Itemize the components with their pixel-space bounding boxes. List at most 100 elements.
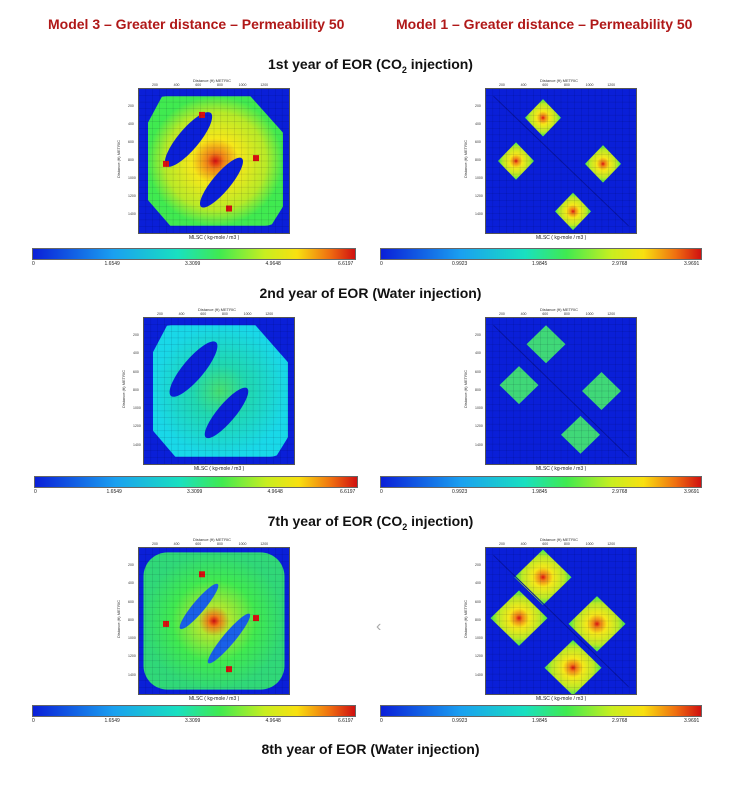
simulation-grid [485, 317, 637, 465]
colorbar [32, 248, 356, 260]
x-axis-label: MLSC ( kg-mole / m3 ) [536, 466, 587, 472]
x-tick-label: 1000 [238, 542, 247, 546]
plume [514, 549, 572, 605]
colorbar-tick-label: 1.9845 [532, 718, 548, 724]
x-tick-label: 600 [195, 83, 202, 87]
plume [585, 145, 621, 183]
y-tick-label: 1200 [133, 424, 141, 429]
colorbar-tick-label: 0 [380, 261, 383, 267]
x-tick-label: 200 [499, 83, 505, 87]
colorbar [32, 705, 356, 717]
y-tick-label: 200 [128, 104, 134, 108]
chevron-left-icon[interactable]: ‹ [376, 618, 382, 635]
colorbar-tick-label: 1.6549 [106, 489, 122, 495]
colorbar-tick-label: 3.3099 [185, 718, 201, 724]
colorbar-tick-label: 4.9648 [267, 489, 283, 495]
x-tick-label: 400 [520, 542, 527, 546]
y-tick-label: 200 [128, 563, 134, 567]
y-tick-label: 600 [128, 599, 134, 604]
top-axis-label: Distance (ft) METRIC [198, 307, 237, 312]
plume [544, 639, 602, 694]
y-tick-label: 1000 [128, 176, 136, 180]
x-tick-label: 1200 [607, 83, 616, 87]
top-axis-label: Distance (ft) METRIC [540, 537, 579, 542]
colorbar-tick-label: 0 [380, 489, 383, 495]
side-axis-label: Distance (ft) METRIC [463, 599, 468, 638]
x-tick-label: 200 [157, 312, 163, 316]
x-tick-label: 1000 [585, 83, 594, 87]
colorbar-tick-label: 2.9768 [612, 718, 628, 724]
y-tick-label: 1400 [475, 672, 483, 677]
top-axis-label: Distance (ft) METRIC [193, 78, 232, 83]
x-tick-label: 600 [542, 542, 549, 546]
y-tick-label: 1200 [475, 424, 483, 429]
column-title-model3: Model 3 – Greater distance – Permeabilit… [48, 16, 345, 32]
x-tick-label: 1200 [265, 312, 274, 316]
x-tick-label: 800 [564, 83, 570, 87]
y-tick-label: 200 [475, 563, 481, 567]
plume [525, 99, 561, 137]
row-title-year1: 1st year of EOR (CO2 injection) [268, 56, 473, 75]
y-tick-label: 1200 [128, 654, 136, 659]
x-tick-label: 1200 [607, 312, 616, 316]
colorbar-tick-label: 0 [380, 718, 383, 724]
x-tick-label: 200 [499, 312, 505, 316]
colorbar-tick-label: 3.9691 [684, 261, 700, 267]
y-tick-label: 400 [133, 351, 139, 356]
colorbar-tick-label: 0 [32, 718, 35, 724]
x-tick-label: 800 [217, 83, 223, 87]
top-axis-label: Distance (ft) METRIC [540, 78, 579, 83]
colorbar [380, 476, 702, 488]
y-tick-label: 400 [475, 581, 481, 586]
x-tick-label: 600 [195, 542, 202, 546]
x-axis-label: MLSC ( kg-mole / m3 ) [536, 235, 587, 241]
column-title-model1: Model 1 – Greater distance – Permeabilit… [396, 16, 693, 32]
y-tick-label: 1400 [128, 212, 136, 216]
y-tick-label: 1000 [133, 406, 141, 411]
colorbar-tick-label: 6.6197 [338, 261, 354, 267]
plume [555, 192, 591, 231]
colorbar [380, 705, 702, 717]
x-tick-label: 400 [178, 312, 185, 316]
simulation-grid [138, 88, 290, 234]
colorbar-tick-label: 0 [34, 489, 37, 495]
colorbar-tick-label: 1.6549 [104, 261, 120, 267]
x-tick-label: 800 [564, 542, 570, 546]
simulation-grid [143, 317, 295, 465]
y-tick-label: 600 [475, 369, 481, 374]
y-tick-label: 1000 [475, 406, 483, 411]
colorbar-tick-label: 1.9845 [532, 489, 548, 495]
y-tick-label: 800 [133, 387, 139, 392]
top-axis-label: Distance (ft) METRIC [540, 307, 579, 312]
colorbar-tick-label: 0.9923 [452, 261, 468, 267]
y-tick-label: 400 [128, 122, 134, 126]
y-tick-label: 1000 [128, 636, 136, 641]
colorbar-tick-label: 2.9768 [612, 489, 628, 495]
side-axis-label: Distance (ft) METRIC [463, 369, 468, 408]
y-tick-label: 800 [128, 617, 134, 622]
side-axis-label: Distance (ft) METRIC [121, 369, 126, 408]
y-tick-label: 200 [475, 333, 481, 337]
plume [582, 372, 621, 410]
y-tick-label: 1400 [133, 442, 141, 447]
row-title-year8: 8th year of EOR (Water injection) [261, 741, 480, 757]
row-title-year2: 2nd year of EOR (Water injection) [259, 285, 482, 301]
x-tick-label: 1000 [585, 542, 594, 546]
x-tick-label: 400 [520, 83, 527, 87]
x-axis-label: MLSC ( kg-mole / m3 ) [189, 696, 240, 702]
plume [498, 142, 534, 180]
plume [568, 596, 626, 652]
y-tick-label: 200 [133, 333, 139, 337]
colorbar-tick-label: 0.9923 [452, 489, 468, 495]
x-axis-label: MLSC ( kg-mole / m3 ) [194, 466, 245, 472]
x-tick-label: 800 [222, 312, 228, 316]
y-tick-label: 1400 [128, 672, 136, 677]
x-tick-label: 400 [173, 83, 180, 87]
plume [490, 590, 548, 646]
y-tick-label: 400 [475, 122, 481, 126]
concentration-map [486, 548, 636, 694]
colorbar-tick-label: 0.9923 [452, 718, 468, 724]
y-tick-label: 400 [475, 351, 481, 356]
y-tick-label: 600 [475, 599, 481, 604]
colorbar-tick-label: 3.3099 [185, 261, 201, 267]
